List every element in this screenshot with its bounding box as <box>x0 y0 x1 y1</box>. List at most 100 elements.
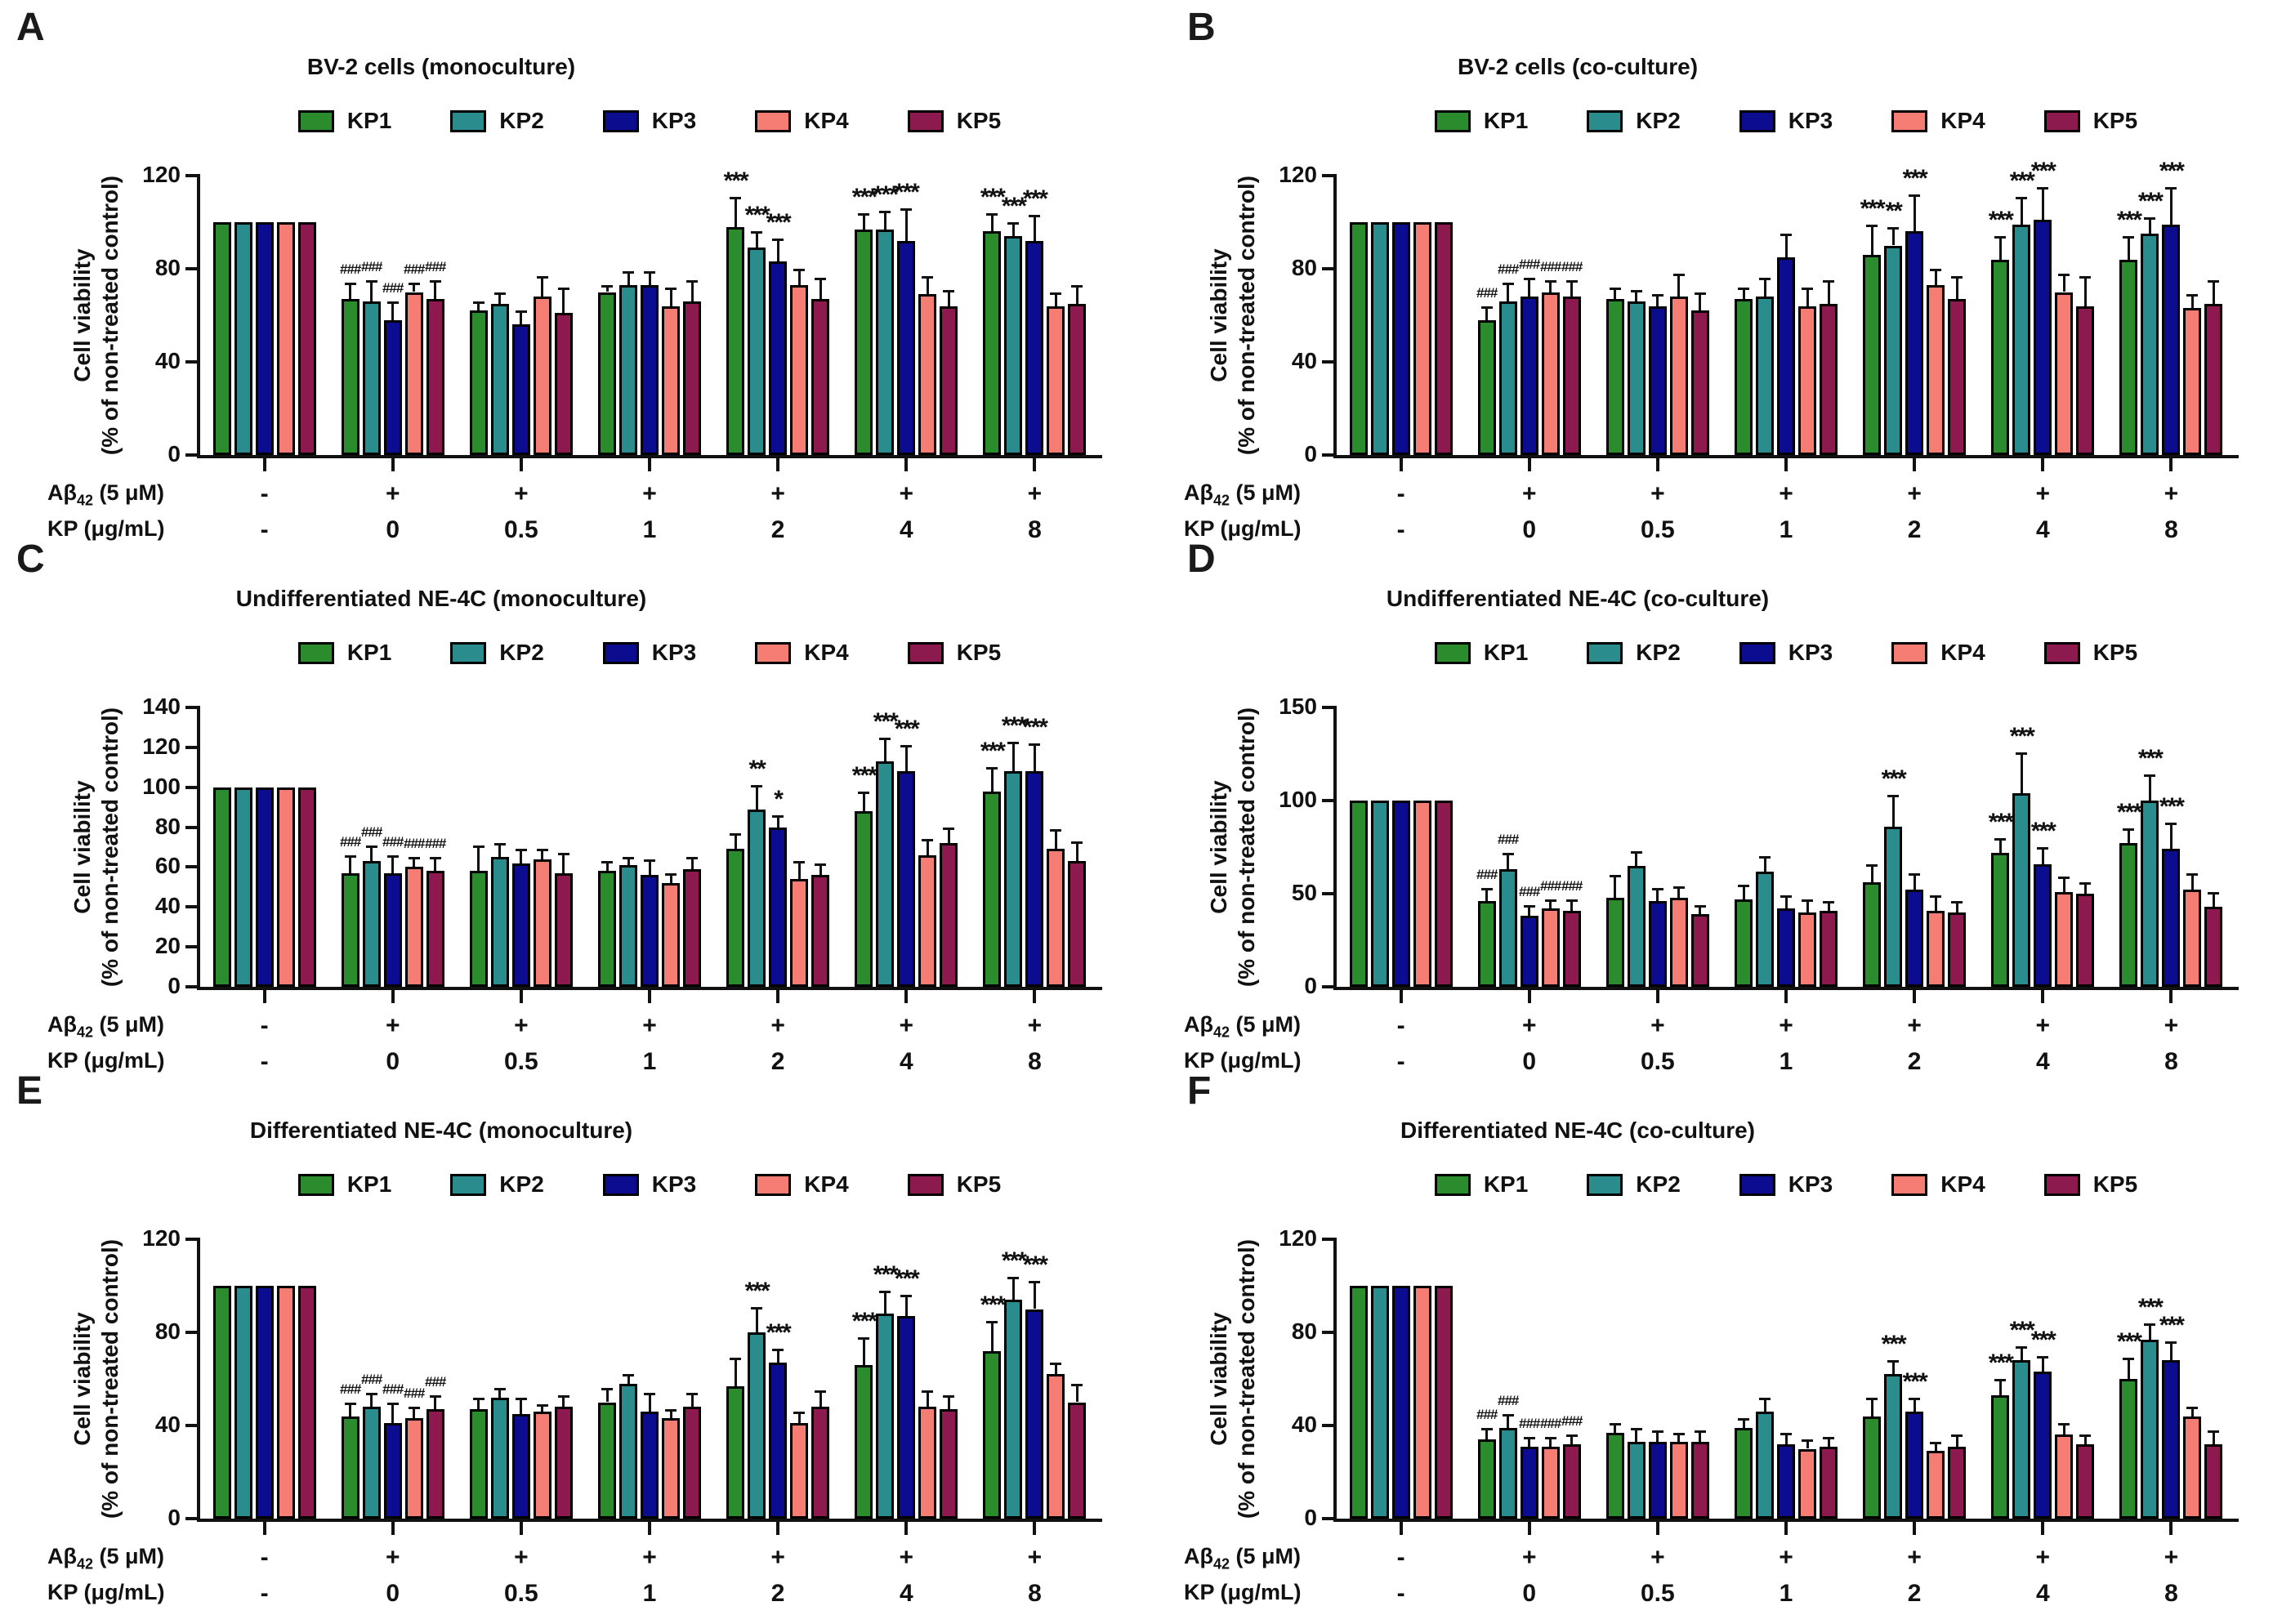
error-bar-cap <box>1866 224 1878 227</box>
legend: KP1 KP2 KP3 KP4 KP5 <box>200 108 1099 134</box>
sig-marker: *** <box>851 761 877 789</box>
x-value-kp-group2: 0 <box>1522 1048 1537 1075</box>
sig-marker: *** <box>2030 818 2056 845</box>
bar-KP2-group5 <box>1884 826 1903 987</box>
sig-marker: ### <box>361 259 382 275</box>
bar-KP2-group2 <box>1498 301 1517 455</box>
error-bar-cap <box>1802 287 1813 290</box>
bar-KP1-group5 <box>1863 882 1882 987</box>
sig-marker: *** <box>2137 745 2164 773</box>
legend-label-KP1: KP1 <box>346 1171 392 1197</box>
x-tick <box>1399 1522 1403 1535</box>
bar-KP3-group4 <box>1777 908 1795 987</box>
legend-item-KP2: KP2 <box>1587 108 1681 134</box>
error-bar-cap <box>793 1411 806 1414</box>
bar-KP3-group3 <box>511 863 530 987</box>
error-bar-stem <box>2169 823 2173 850</box>
x-value-kp-group3: 0.5 <box>1640 516 1675 543</box>
error-bar-stem <box>883 737 886 761</box>
error-bar-cap <box>429 280 441 283</box>
error-bar-stem <box>349 854 352 873</box>
bar-KP4-group5 <box>790 284 809 455</box>
x-tick <box>1913 458 1917 471</box>
bar-KP5-group6 <box>940 1409 958 1519</box>
y-tick-mark <box>1322 706 1333 709</box>
error-bar-stem <box>1699 904 1702 915</box>
bar-KP4-group2 <box>404 1418 423 1519</box>
bar-KP2-group5 <box>1884 245 1903 455</box>
error-bar-cap <box>1544 899 1556 902</box>
y-tick-label: 80 <box>1291 255 1317 280</box>
bar-KP1-group3 <box>469 871 488 987</box>
error-bar-stem <box>1784 234 1788 257</box>
legend-item-KP2: KP2 <box>1587 1171 1681 1198</box>
bar-KP3-group7 <box>1025 771 1044 987</box>
bar-KP1-group2 <box>1477 319 1496 455</box>
error-bar-stem <box>1763 278 1766 297</box>
error-bar-stem <box>1033 215 1036 241</box>
bar-KP2-group7 <box>1004 771 1023 987</box>
bar-KP4-group2 <box>404 292 423 455</box>
legend-label-KP4: KP4 <box>1940 108 1985 133</box>
bar-KP1-group5 <box>1863 254 1882 455</box>
sig-marker: ### <box>1498 831 1519 847</box>
error-bar-stem <box>562 287 565 314</box>
bar-KP5-group1 <box>297 787 316 987</box>
bar-KP4-group1 <box>276 1286 295 1519</box>
legend-label-KP2: KP2 <box>1636 108 1681 133</box>
x-value-kp-group1: - <box>1396 1580 1405 1607</box>
error-bar-stem <box>2127 236 2130 260</box>
error-bar-cap <box>922 839 934 842</box>
bar-KP1-group6 <box>855 811 873 987</box>
x-value-kp-group5: 2 <box>770 1048 785 1075</box>
legend-swatch-KP1 <box>297 641 334 664</box>
error-bar-cap <box>1609 1423 1621 1426</box>
error-bar-cap <box>1738 287 1749 290</box>
x-value-kp-group6: 4 <box>899 516 913 543</box>
error-bar-stem <box>862 1336 865 1365</box>
error-bar-cap <box>1071 284 1083 288</box>
error-bar-cap <box>557 1394 569 1398</box>
bar-KP3-group5 <box>769 827 788 987</box>
bar-KP3-group4 <box>641 284 659 455</box>
bar-KP4-group6 <box>918 294 937 455</box>
error-bar-cap <box>2165 823 2177 826</box>
x-value-kp-group7: 8 <box>2164 1580 2178 1607</box>
y-tick-mark <box>1322 1331 1333 1334</box>
error-bar-cap <box>772 814 784 818</box>
error-bar-cap <box>601 861 613 864</box>
error-bar-stem <box>734 196 737 227</box>
error-bar-cap <box>1802 899 1813 902</box>
error-bar-stem <box>1033 743 1036 772</box>
error-bar-cap <box>986 212 998 216</box>
bar-KP5-group7 <box>2204 303 2223 455</box>
error-bar-cap <box>1994 236 2007 239</box>
panel-letter-A: A <box>16 6 45 49</box>
bar-KP1-group2 <box>1477 901 1496 987</box>
x-value-kp-group3: 0.5 <box>503 1580 538 1607</box>
error-bar-cap <box>2016 752 2028 755</box>
legend-label-KP2: KP2 <box>499 108 544 133</box>
error-bar-cap <box>900 1295 913 1298</box>
error-bar-stem <box>819 278 822 300</box>
error-bar-stem <box>734 832 737 850</box>
error-bar-stem <box>1827 901 1830 911</box>
bar-KP1-group6 <box>855 1364 873 1519</box>
bar-KP5-group2 <box>1562 1443 1581 1519</box>
bar-KP5-group4 <box>683 1407 701 1519</box>
legend-swatch-KP1 <box>297 1173 334 1196</box>
error-bar-stem <box>391 1402 395 1424</box>
error-bar-stem <box>1699 292 1702 311</box>
error-bar-cap <box>1544 280 1556 283</box>
legend-swatch-KP1 <box>1434 109 1471 132</box>
bar-KP3-group7 <box>2162 849 2181 987</box>
x-tick <box>262 458 266 471</box>
error-bar-cap <box>751 1306 763 1309</box>
legend-item-KP1: KP1 <box>297 640 391 666</box>
error-bar-stem <box>1656 888 1659 902</box>
error-bar-stem <box>797 269 801 285</box>
error-bar-stem <box>1913 1397 1916 1412</box>
legend-swatch-KP4 <box>1891 109 1928 132</box>
legend-label-KP3: KP3 <box>1788 1171 1833 1197</box>
bar-KP3-group1 <box>255 222 274 455</box>
